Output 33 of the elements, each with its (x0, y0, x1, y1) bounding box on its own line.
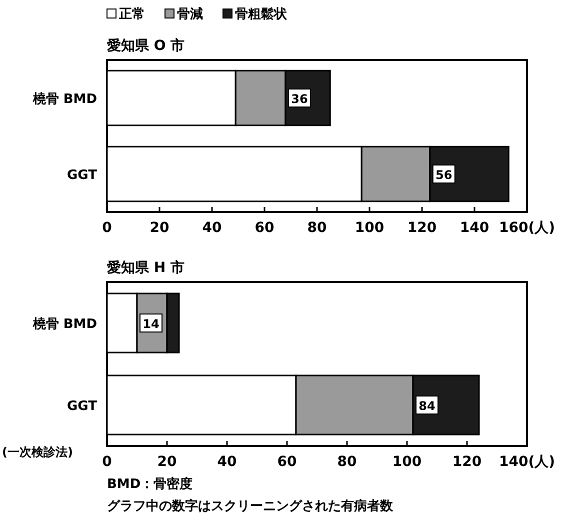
x-tick-label: 100 (354, 220, 384, 236)
x-tick-label: 40 (202, 220, 222, 236)
x-tick-label: 160(人) (498, 220, 556, 236)
legend-label: 正常 (118, 7, 145, 22)
x-tick-label: 100 (392, 454, 422, 470)
y-tick-label: GGT (67, 168, 98, 183)
x-tick-label: 120 (407, 220, 437, 236)
text: BMD：骨密度 (107, 476, 193, 492)
x-tick-label: 140(人) (498, 454, 556, 470)
legend-label: 骨粗鬆状 (235, 7, 288, 22)
annotation: 36 (291, 92, 308, 106)
text: グラフ中の数字はスクリーニングされた有病者数 (107, 498, 394, 514)
annotation: 14 (142, 317, 160, 331)
x-tick-label: 40 (217, 454, 237, 470)
x-tick-label: 80 (307, 220, 327, 236)
x-tick-label: 120 (452, 454, 482, 470)
x-tick-label: 0 (102, 220, 112, 236)
x-tick-label: 140 (460, 220, 490, 236)
y-tick-label: 橈骨 BMD (32, 92, 98, 107)
x-tick-label: 60 (254, 220, 274, 236)
x-tick-label: 20 (150, 220, 170, 236)
text: (一次検診法) (2, 445, 73, 459)
x-tick-label: 60 (277, 454, 297, 470)
y-tick-label: GGT (67, 399, 98, 414)
x-tick-label: 0 (102, 454, 112, 470)
annotation: 56 (436, 168, 452, 182)
legend-label: 骨減 (177, 7, 203, 22)
chart-title: 愛知県 H 市 (107, 259, 184, 276)
chart-title: 愛知県 O 市 (107, 37, 185, 54)
x-tick-label: 80 (337, 454, 357, 470)
y-tick-label: 橈骨 BMD (32, 317, 98, 332)
annotation: 84 (418, 399, 436, 413)
x-tick-label: 20 (157, 454, 177, 470)
